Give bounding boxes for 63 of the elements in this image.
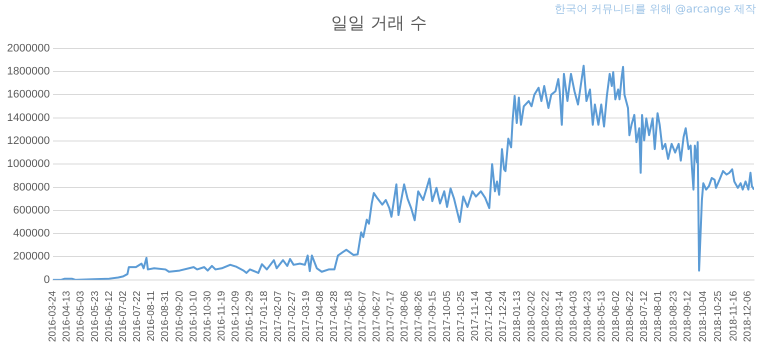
x-tick-label: 2017-06-27 bbox=[371, 290, 382, 342]
x-tick-label: 2017-03-19 bbox=[301, 290, 312, 342]
x-tick-label: 2018-10-25 bbox=[712, 290, 724, 342]
x-tick-label: 2018-01-13 bbox=[512, 290, 524, 342]
x-tick-label: 2018-09-12 bbox=[682, 290, 694, 342]
x-tick-label: 2016-04-13 bbox=[62, 290, 73, 342]
x-tick-label: 2017-08-06 bbox=[400, 290, 411, 342]
x-tick-label: 2016-10-30 bbox=[202, 290, 214, 342]
x-tick-label: 2018-06-22 bbox=[624, 290, 636, 342]
x-tick-label: 2018-03-14 bbox=[554, 290, 566, 342]
x-tick-label: 2016-11-19 bbox=[216, 290, 228, 342]
x-tick-label: 2017-05-18 bbox=[343, 290, 354, 342]
x-tick-label: 2016-05-23 bbox=[90, 290, 101, 342]
x-tick-label: 2016-07-22 bbox=[132, 290, 144, 342]
y-tick-label: 600000 bbox=[13, 204, 50, 216]
x-tick-label: 2018-11-16 bbox=[728, 290, 740, 342]
x-tick-label: 2017-10-25 bbox=[456, 290, 467, 342]
y-tick-label: 400000 bbox=[13, 228, 50, 240]
y-tick-label: 1200000 bbox=[6, 135, 50, 148]
x-tick-label: 2016-10-10 bbox=[188, 290, 200, 342]
x-tick-label: 2016-08-11 bbox=[146, 290, 158, 342]
x-tick-label: 2017-12-24 bbox=[498, 290, 510, 342]
x-tick-label: 2017-02-07 bbox=[272, 290, 284, 342]
y-tick-label: 1000000 bbox=[6, 158, 50, 170]
x-tick-label: 2017-11-14 bbox=[470, 290, 481, 342]
x-tick-label: 2016-06-12 bbox=[104, 290, 115, 342]
x-tick-label: 2017-12-04 bbox=[484, 290, 496, 342]
y-tick-label: 1800000 bbox=[6, 66, 50, 78]
y-tick-label: 200000 bbox=[13, 250, 50, 263]
y-tick-label: 800000 bbox=[13, 181, 50, 194]
y-tick-label: 1400000 bbox=[6, 112, 50, 124]
x-tick-label: 2018-10-04 bbox=[698, 290, 710, 342]
text: 한국어 커뮤니티를 위해 @arcange 제작 bbox=[554, 2, 756, 16]
x-tick-label: 2016-03-24 bbox=[48, 290, 59, 342]
x-tick-label: 2018-07-12 bbox=[638, 290, 650, 342]
y-tick-label: 1600000 bbox=[6, 88, 50, 101]
x-tick-label: 2018-08-01 bbox=[653, 290, 664, 342]
x-tick-label: 2018-05-13 bbox=[596, 290, 608, 342]
x-tick-label: 2016-07-02 bbox=[118, 290, 129, 342]
x-tick-label: 2018-02-02 bbox=[526, 290, 538, 342]
x-tick-label: 2016-12-09 bbox=[230, 290, 242, 342]
x-tick-label: 2016-09-20 bbox=[174, 290, 186, 342]
x-tick-label: 2017-09-15 bbox=[428, 290, 439, 342]
x-tick-label: 2018-08-23 bbox=[668, 290, 680, 342]
x-tick-label: 2017-06-07 bbox=[357, 290, 368, 342]
x-tick-label: 2016-05-03 bbox=[76, 290, 87, 342]
x-tick-label: 2017-01-18 bbox=[258, 290, 270, 342]
x-tick-label: 2017-04-08 bbox=[315, 290, 326, 342]
x-tick-label: 2017-02-27 bbox=[286, 290, 298, 342]
x-tick-label: 2016-12-29 bbox=[244, 290, 256, 342]
x-tick-label: 2018-04-03 bbox=[568, 290, 580, 342]
x-tick-label: 2017-08-26 bbox=[414, 290, 425, 342]
x-tick-label: 2017-10-05 bbox=[442, 290, 453, 342]
x-tick-label: 2018-06-02 bbox=[610, 290, 622, 342]
x-tick-label: 2018-12-06 bbox=[742, 290, 754, 342]
y-tick-label: 0 bbox=[44, 274, 50, 286]
x-tick-label: 2016-08-31 bbox=[160, 290, 172, 342]
x-tick-label: 2017-04-28 bbox=[329, 290, 340, 342]
chart-title: 일일 거래 수 bbox=[331, 14, 427, 34]
x-tick-label: 2018-02-22 bbox=[540, 290, 552, 342]
x-tick-label: 2018-04-23 bbox=[582, 290, 594, 342]
y-tick-label: 2000000 bbox=[6, 42, 50, 54]
x-tick-label: 2017-07-17 bbox=[385, 290, 396, 342]
